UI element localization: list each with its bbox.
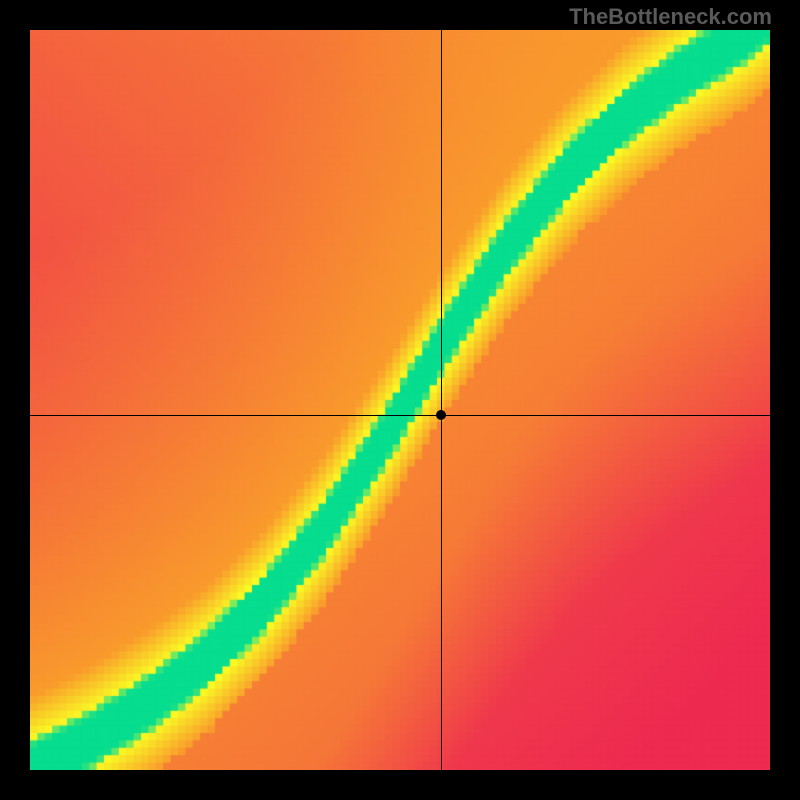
heatmap-canvas [30, 30, 770, 770]
crosshair-horizontal [30, 415, 770, 416]
crosshair-vertical [441, 30, 442, 770]
watermark-text: TheBottleneck.com [569, 4, 772, 30]
data-point-marker [436, 410, 446, 420]
plot-area [30, 30, 770, 770]
chart-container: TheBottleneck.com [0, 0, 800, 800]
